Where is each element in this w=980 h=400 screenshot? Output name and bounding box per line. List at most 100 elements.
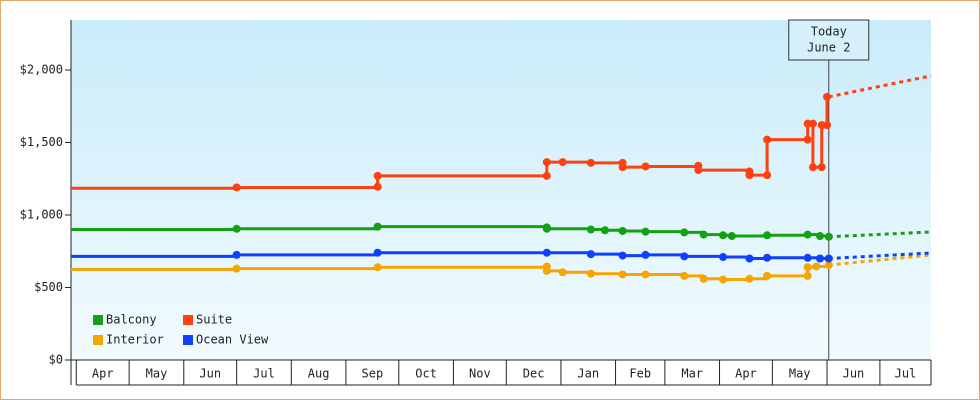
x-tick-label: Apr: [92, 367, 114, 381]
price-point: [232, 250, 241, 259]
price-point: [618, 226, 627, 235]
price-point: [719, 275, 728, 284]
legend-swatch: [93, 315, 103, 325]
x-tick-label: Jul: [253, 367, 275, 381]
legend-label: Balcony: [106, 313, 157, 327]
price-point: [745, 171, 754, 180]
price-point: [618, 251, 627, 260]
projection-line: [828, 74, 932, 99]
x-tick-label: Oct: [415, 367, 437, 381]
price-point: [763, 271, 772, 280]
price-point: [824, 254, 833, 263]
projection-line: [828, 230, 932, 239]
price-point: [373, 263, 382, 272]
x-tick-label: Feb: [629, 367, 651, 381]
x-tick-label: Dec: [523, 367, 545, 381]
price-point: [803, 135, 812, 144]
price-point: [763, 231, 772, 240]
legend-label: Ocean View: [196, 333, 269, 347]
price-point: [586, 250, 595, 259]
x-tick-label: Jun: [843, 367, 865, 381]
y-tick-label: $500: [34, 280, 63, 294]
price-point: [812, 262, 821, 271]
price-point: [745, 274, 754, 283]
plot-area: [71, 20, 931, 360]
price-point: [542, 266, 551, 275]
x-tick-label: Nov: [469, 367, 491, 381]
price-point: [803, 253, 812, 262]
projection-line: [828, 253, 932, 267]
price-point: [727, 232, 736, 241]
price-point: [763, 253, 772, 262]
price-point: [699, 274, 708, 283]
today-label: June 2: [807, 41, 850, 55]
x-tick-label: Apr: [735, 367, 757, 381]
price-point: [373, 182, 382, 191]
price-point: [699, 230, 708, 239]
price-point: [815, 232, 824, 241]
price-point: [586, 158, 595, 167]
price-point: [680, 252, 689, 261]
legend-swatch: [93, 335, 103, 345]
legend-label: Interior: [106, 333, 164, 347]
price-point: [586, 269, 595, 278]
price-point: [542, 224, 551, 233]
price-point: [641, 250, 650, 259]
x-tick-label: Jan: [577, 367, 599, 381]
price-point: [558, 158, 567, 167]
price-point: [641, 162, 650, 171]
price-point: [232, 224, 241, 233]
legend-swatch: [183, 335, 193, 345]
price-point: [719, 253, 728, 262]
x-tick-label: May: [789, 367, 811, 381]
price-point: [823, 121, 832, 130]
today-label: Today: [811, 25, 847, 39]
price-point: [824, 261, 833, 270]
x-tick-label: Sep: [362, 367, 384, 381]
price-point: [694, 166, 703, 175]
price-point: [803, 263, 812, 272]
price-point: [542, 158, 551, 167]
price-point: [824, 232, 833, 241]
price-point: [641, 227, 650, 236]
price-point: [542, 171, 551, 180]
y-tick-label: $2,000: [20, 63, 63, 77]
price-point: [232, 264, 241, 273]
price-point: [542, 248, 551, 257]
price-point: [817, 163, 826, 172]
price-point: [373, 222, 382, 231]
price-point: [763, 135, 772, 144]
today-box: [788, 19, 870, 61]
price-point: [823, 92, 832, 101]
price-point: [808, 163, 817, 172]
projection-line: [828, 251, 932, 261]
legend-swatch: [183, 315, 193, 325]
price-point: [719, 231, 728, 240]
price-point: [815, 254, 824, 263]
x-tick-label: May: [146, 367, 168, 381]
legend-label: Suite: [196, 313, 232, 327]
price-point: [745, 254, 754, 263]
price-point: [232, 183, 241, 192]
price-point: [600, 226, 609, 235]
x-tick-label: Jul: [895, 367, 917, 381]
price-point: [680, 228, 689, 237]
x-tick-label: Aug: [308, 367, 330, 381]
price-point: [680, 271, 689, 280]
price-point: [586, 225, 595, 234]
price-point: [763, 171, 772, 180]
y-tick-label: $1,500: [20, 135, 63, 149]
price-point: [641, 270, 650, 279]
y-tick-label: $1,000: [20, 208, 63, 222]
x-tick-label: Jun: [199, 367, 221, 381]
price-point: [808, 119, 817, 128]
price-point: [558, 268, 567, 277]
x-tick-label: Mar: [681, 367, 703, 381]
price-point: [373, 171, 382, 180]
price-point: [618, 163, 627, 172]
price-point: [373, 248, 382, 257]
price-point: [803, 230, 812, 239]
price-point: [618, 270, 627, 279]
price-point: [803, 271, 812, 280]
